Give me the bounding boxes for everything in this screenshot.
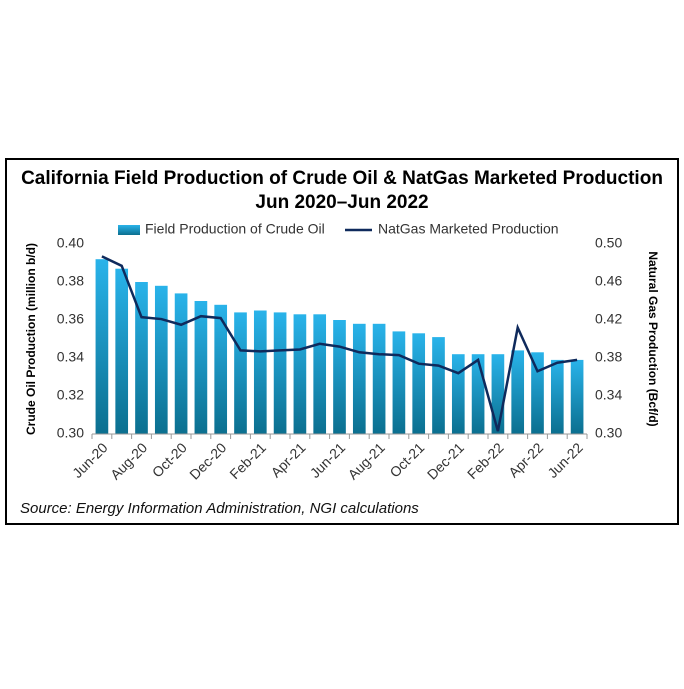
bar [135,282,148,434]
legend-label: NatGas Marketed Production [378,221,559,237]
bar [372,323,386,434]
bar [253,310,267,434]
bar [352,323,366,434]
y-tick-label: 0.30 [57,425,84,441]
bar [392,331,406,434]
bar [194,301,208,434]
bar [313,314,327,434]
y-tick-label: 0.34 [57,349,84,365]
bar [273,312,287,434]
bar [412,333,426,434]
bar [471,354,485,434]
bar [570,359,584,434]
bar [293,314,307,434]
bar [491,354,505,434]
bar [174,293,188,434]
bar [531,352,544,434]
bar [432,337,445,434]
bar [115,268,129,434]
bar [95,259,109,434]
y-tick-label: 0.32 [57,387,84,403]
chart-subtitle: Jun 2020–Jun 2022 [255,192,428,213]
bar [333,320,346,434]
y2-tick-label: 0.30 [595,425,622,441]
y2-tick-label: 0.50 [595,235,622,251]
line [101,255,578,432]
frame [5,158,679,525]
bar [511,350,525,434]
source-note: Source: Energy Information Administratio… [20,500,419,517]
y-tick-label: 0.38 [57,273,84,289]
y2-tick-label: 0.42 [595,311,622,327]
y2-tick-label: 0.46 [595,273,622,289]
y2-tick-label: 0.34 [595,387,622,403]
bar [214,304,228,434]
chart-title: California Field Production of Crude Oil… [21,168,663,189]
bar [154,285,168,434]
legend-label: Field Production of Crude Oil [145,221,325,237]
legend-swatch [118,225,140,235]
y-tick-label: 0.40 [57,235,84,251]
bar [550,359,564,434]
y-axis-label: Crude Oil Production (million b/d) [24,243,38,435]
bar [451,354,465,434]
y-tick-label: 0.36 [57,311,84,327]
y2-tick-label: 0.38 [595,349,622,365]
y2-axis-label: Natural Gas Production (Bcf/d) [646,251,660,426]
bar [234,312,247,434]
